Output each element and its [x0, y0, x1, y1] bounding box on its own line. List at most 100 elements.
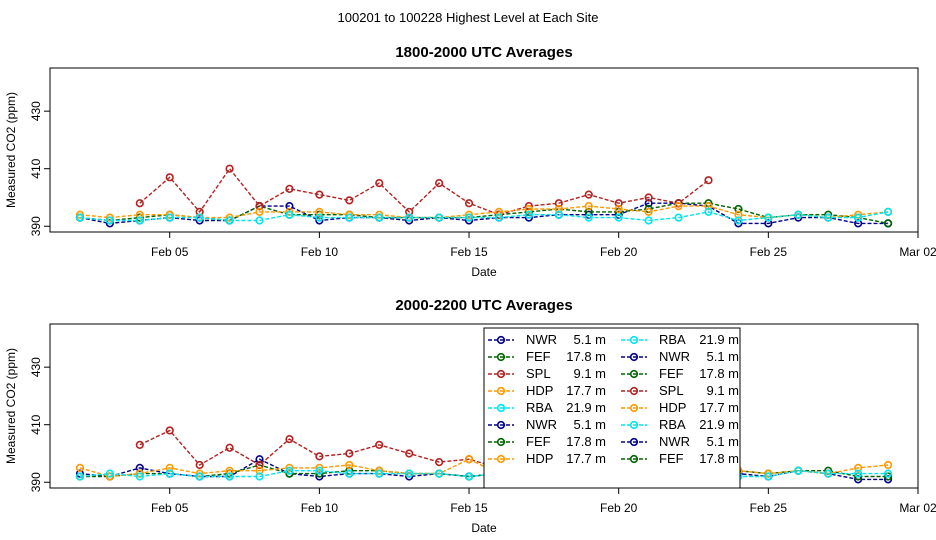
data-point [584, 207, 593, 216]
data-point [854, 219, 863, 228]
data-point [225, 216, 234, 225]
data-point [255, 207, 264, 216]
data-point [135, 199, 144, 208]
legend-swatch-marker [496, 403, 506, 413]
legend-label: RBA [659, 417, 686, 432]
chart-panels: 1800-2000 UTC Averages 390 410 430 Feb 05 Feb… [4, 44, 936, 535]
series-line [79, 458, 889, 478]
data-point [854, 213, 863, 222]
legend-label: SPL [659, 383, 684, 398]
legend-entry: NWR 5.1 m [621, 349, 739, 364]
data-point [255, 455, 264, 464]
x-tick-label: Feb 20 [600, 245, 638, 259]
data-point [165, 463, 174, 472]
legend-swatch-marker [629, 437, 639, 447]
data-point [285, 434, 294, 444]
data-point [883, 207, 893, 216]
data-point [135, 440, 144, 449]
data-point [883, 219, 893, 228]
y-tick-label: 390 [29, 216, 43, 236]
data-point [135, 463, 144, 472]
data-point [315, 207, 324, 216]
data-point [165, 469, 174, 478]
data-point [704, 202, 713, 211]
series-line [139, 167, 709, 216]
legend-entry: FEF 17.8 m [621, 366, 739, 381]
data-point [435, 458, 444, 467]
data-point [405, 213, 414, 222]
data-point [824, 469, 833, 478]
data-point [584, 190, 593, 199]
legend-entry: RBA 21.9 m [488, 400, 606, 415]
data-point [614, 213, 623, 222]
data-point [315, 213, 324, 222]
legend-height: 17.7 m [699, 400, 739, 415]
data-point [285, 202, 294, 211]
data-point [764, 219, 773, 228]
legend-height: 21.9 m [699, 332, 739, 347]
x-tick-label: Mar 02 [899, 245, 936, 259]
legend-label: NWR [526, 332, 557, 347]
legend-swatch-marker [629, 454, 639, 464]
data-point [405, 469, 414, 478]
legend-swatch-marker [496, 454, 506, 464]
data-point [734, 210, 743, 219]
data-point [435, 469, 444, 478]
legend-height: 17.8 m [566, 349, 606, 364]
data-point [225, 472, 234, 481]
x-tick-label: Feb 15 [450, 245, 488, 259]
data-point [195, 460, 204, 470]
y-tick-label: 410 [29, 158, 43, 178]
legend-entry: FEF 17.8 m [488, 434, 606, 449]
legend-entry: HDP 17.7 m [621, 400, 739, 415]
legend-height: 17.8 m [699, 451, 739, 466]
data-point [494, 207, 504, 216]
data-point [704, 176, 713, 185]
legend-label: FEF [659, 366, 684, 381]
data-point [315, 466, 324, 475]
data-point [75, 463, 85, 472]
legend-height: 21.9 m [566, 400, 606, 415]
legend-entry: RBA 21.9 m [621, 417, 739, 432]
x-tick-label: Feb 05 [151, 245, 189, 259]
x-tick-label: Feb 25 [750, 501, 788, 515]
data-point [255, 472, 264, 481]
data-point [524, 204, 533, 214]
legend-entry: NWR 5.1 m [488, 332, 606, 347]
data-point [734, 216, 743, 225]
data-point [674, 202, 683, 211]
data-point [315, 452, 324, 461]
data-point [554, 204, 563, 214]
x-tick-label: Feb 20 [600, 501, 638, 515]
x-tick-label: Mar 02 [899, 501, 936, 515]
data-point [764, 472, 773, 481]
legend-entry: NWR 5.1 m [621, 434, 739, 449]
data-point [345, 213, 354, 222]
data-point [674, 213, 683, 222]
data-point [435, 178, 444, 188]
data-point [345, 196, 354, 205]
data-point [345, 449, 354, 458]
data-point [764, 213, 773, 222]
legend-entry: NWR 5.1 m [488, 417, 606, 432]
legend-label: RBA [659, 332, 686, 347]
y-tick-label: 390 [29, 472, 43, 492]
data-point [614, 204, 623, 214]
legend-height: 17.7 m [566, 451, 606, 466]
x-axis-label: Date [471, 521, 497, 535]
data-point [464, 199, 474, 208]
y-tick-label: 430 [29, 357, 43, 377]
data-point [255, 466, 264, 475]
chart-title: 2000-2200 UTC Averages [395, 297, 572, 314]
legend-height: 17.7 m [566, 383, 606, 398]
legend-height: 5.1 m [573, 332, 606, 347]
data-point [195, 472, 204, 481]
legend-label: HDP [526, 383, 553, 398]
data-point [375, 469, 384, 478]
data-point [375, 178, 384, 188]
y-axis-label: Measured CO2 (ppm) [4, 348, 18, 464]
data-point [135, 210, 144, 219]
data-point [584, 213, 593, 222]
data-point [883, 469, 893, 478]
legend-entry: SPL 9.1 m [621, 383, 739, 398]
